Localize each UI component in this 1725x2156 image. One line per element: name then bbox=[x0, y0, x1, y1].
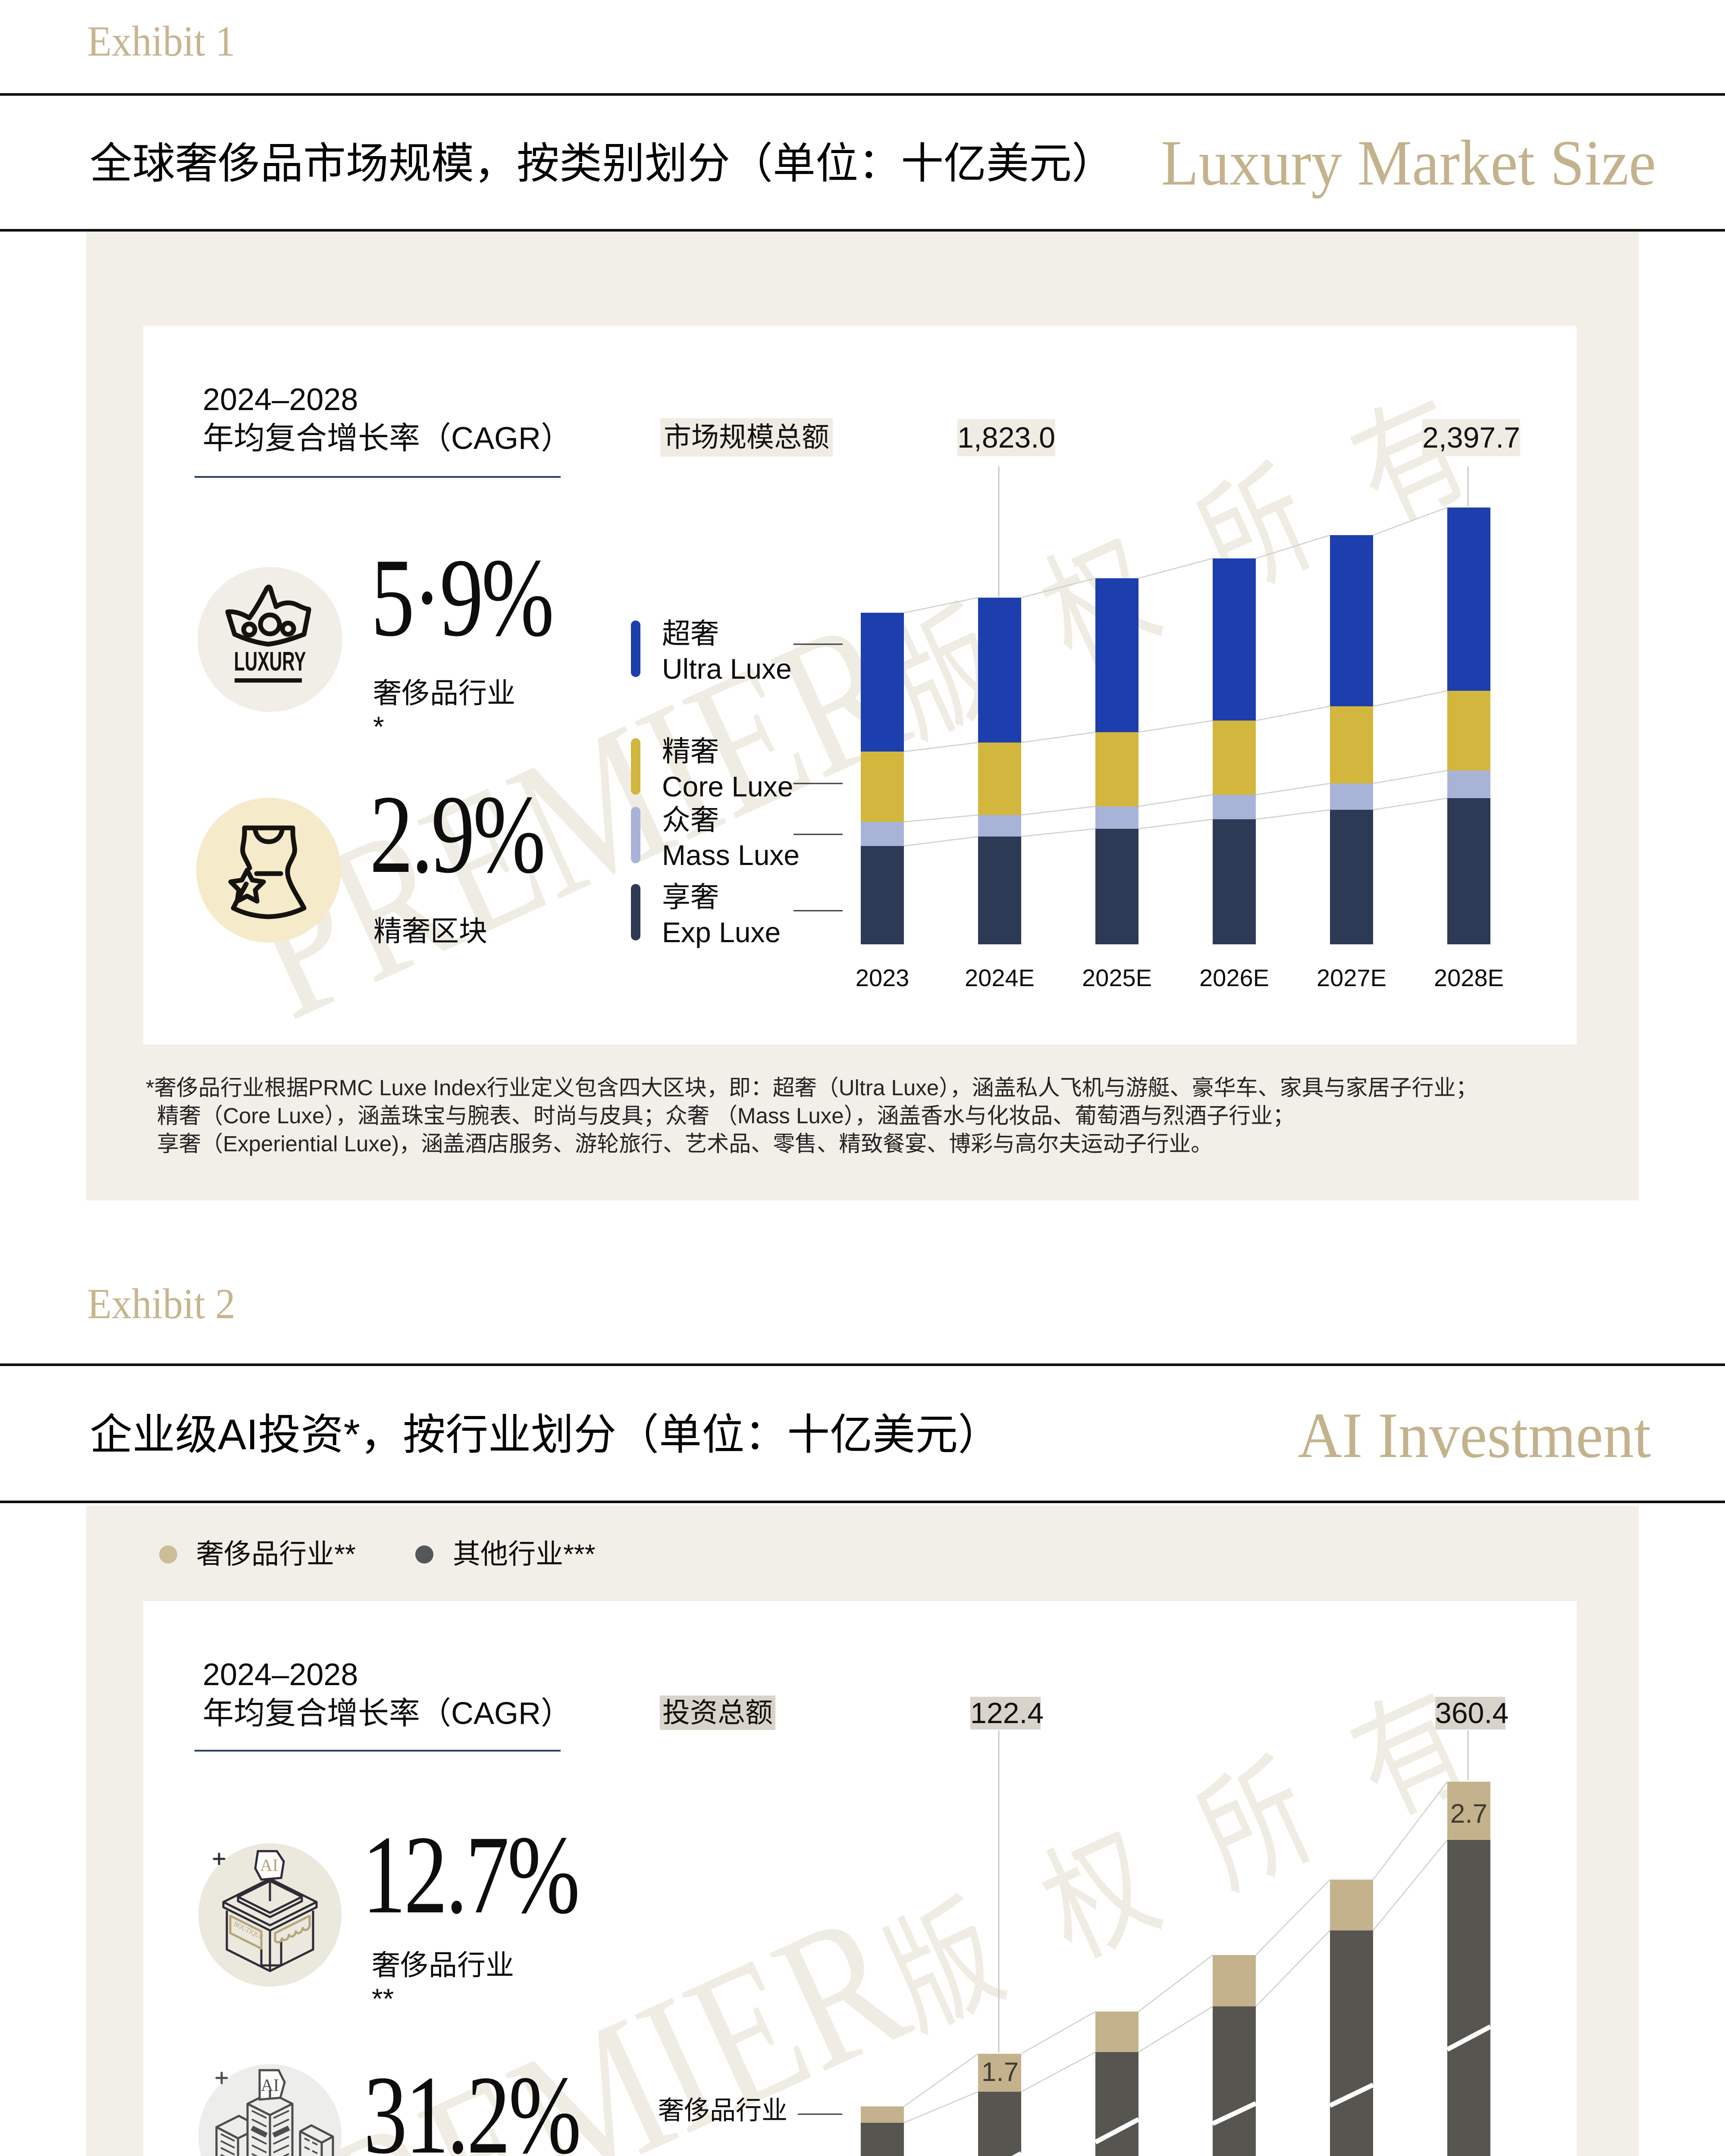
svg-text:LUXURY: LUXURY bbox=[234, 647, 306, 677]
svg-text:AI: AI bbox=[260, 1855, 278, 1875]
